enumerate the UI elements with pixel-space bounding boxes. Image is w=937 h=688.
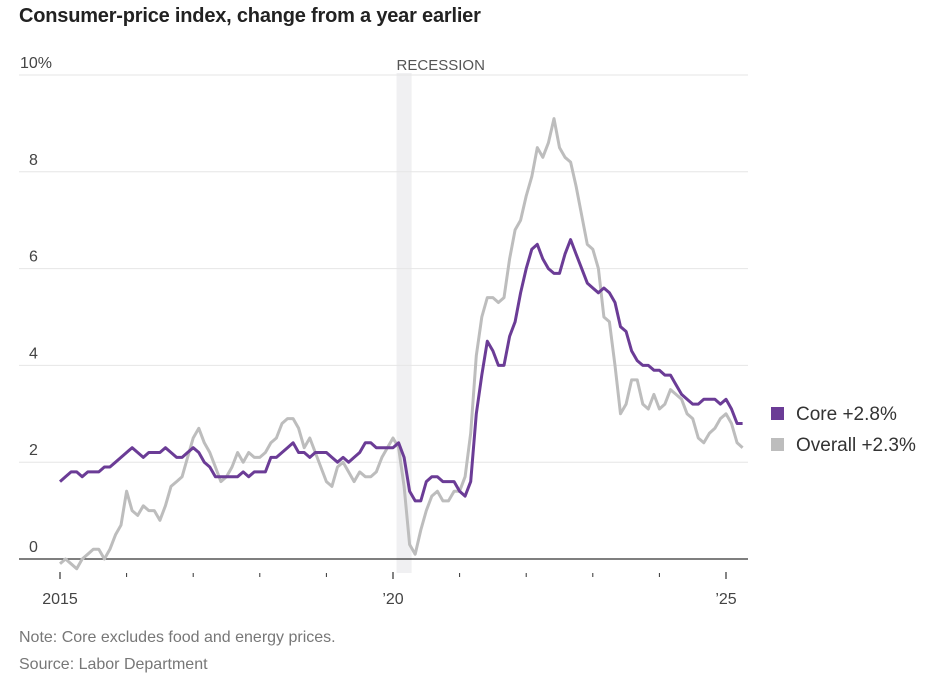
legend-label-overall: Overall +2.3% xyxy=(796,435,916,456)
gridlines xyxy=(19,74,748,463)
y-tick-label: 2 xyxy=(29,442,38,459)
recession-label: RECESSION xyxy=(397,57,485,74)
legend: Core +2.8% Overall +2.3% xyxy=(771,404,916,456)
chart-source: Source: Labor Department xyxy=(19,656,208,673)
y-tick-label: 4 xyxy=(29,345,38,362)
y-tick-label: 6 xyxy=(29,249,38,266)
y-axis-labels: 10% 8 6 4 2 0 xyxy=(20,55,52,556)
legend-label-core: Core +2.8% xyxy=(796,404,897,425)
x-tick-label: ’20 xyxy=(382,591,403,608)
x-tick-label: ’25 xyxy=(715,591,736,608)
x-tick-label: 2015 xyxy=(42,591,78,608)
y-tick-label: 10% xyxy=(20,55,52,72)
legend-swatch-overall xyxy=(771,438,784,451)
cpi-line-chart: RECESSION 10% 8 6 4 2 0 2015 ’20 ’25 Core +2.8%… xyxy=(19,55,916,608)
legend-swatch-core xyxy=(771,407,784,420)
chart-note: Note: Core excludes food and energy pric… xyxy=(19,629,336,646)
series-line-core xyxy=(59,238,743,503)
y-tick-label: 0 xyxy=(29,539,38,556)
x-axis: 2015 ’20 ’25 xyxy=(19,558,748,608)
y-tick-label: 8 xyxy=(29,152,38,169)
series-lines xyxy=(59,117,744,571)
series-line-overall xyxy=(59,117,744,571)
chart-title: Consumer-price index, change from a year… xyxy=(19,5,481,27)
